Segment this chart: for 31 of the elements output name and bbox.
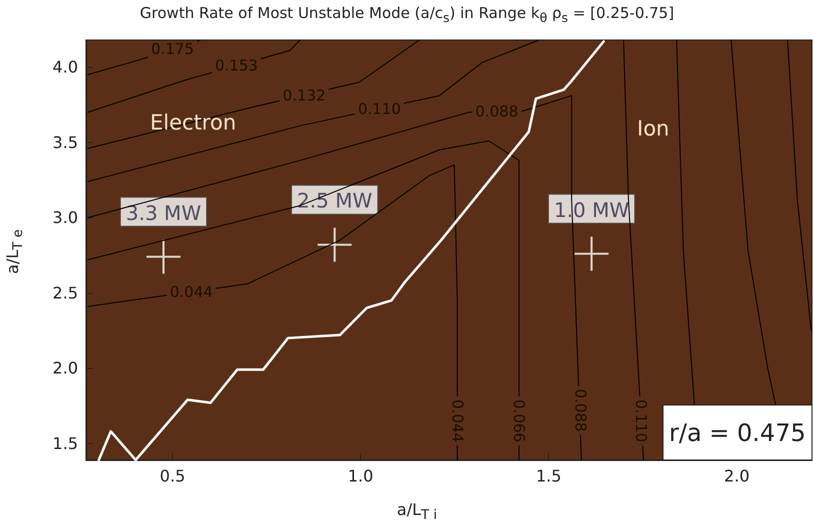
x-tick-label: 0.5 bbox=[160, 466, 186, 486]
x-axis-title: a/L$_{T i}$ bbox=[396, 500, 438, 524]
x-tick-label: 2.0 bbox=[724, 466, 750, 486]
annotation: 0.110 bbox=[358, 100, 401, 118]
annotation: r/a = 0.475 bbox=[669, 419, 806, 447]
point bbox=[574, 236, 609, 271]
annotation: 0.132 bbox=[282, 86, 326, 105]
annotation: Electron bbox=[150, 110, 236, 134]
line-series bbox=[87, 40, 540, 182]
point bbox=[146, 240, 180, 274]
annotation: 0.110 bbox=[632, 399, 650, 442]
x-tick-label: 1.5 bbox=[536, 466, 562, 486]
y-tick-label: 2.5 bbox=[52, 283, 78, 302]
x-tick-label: 1.0 bbox=[348, 466, 374, 486]
annotation: Ion bbox=[637, 116, 670, 140]
y-tick-label: 3.5 bbox=[52, 132, 78, 152]
annotation: 0.175 bbox=[151, 40, 194, 58]
annotation: 0.153 bbox=[214, 56, 258, 75]
annotation: 0.044 bbox=[448, 399, 466, 442]
annotation: 0.088 bbox=[572, 388, 590, 432]
series-label: 3.3 MW bbox=[126, 200, 202, 225]
y-tick-label: 2.0 bbox=[52, 358, 78, 378]
y-tick-label: 4.0 bbox=[52, 58, 78, 77]
annotation: 0.044 bbox=[170, 282, 213, 301]
chart-title: Growth Rate of Most Unstable Mode (a/c$_{s}$) in Range k$_{θ}$ ρ$_{s}$ = [0.25-0.75] bbox=[138, 4, 676, 25]
line-series bbox=[87, 40, 420, 149]
annotation: 0.088 bbox=[475, 102, 518, 121]
y-tick-label: 3.0 bbox=[52, 208, 78, 228]
annotation: 0.066 bbox=[510, 399, 528, 442]
y-tick-label: 1.5 bbox=[52, 434, 78, 453]
point bbox=[318, 228, 352, 262]
